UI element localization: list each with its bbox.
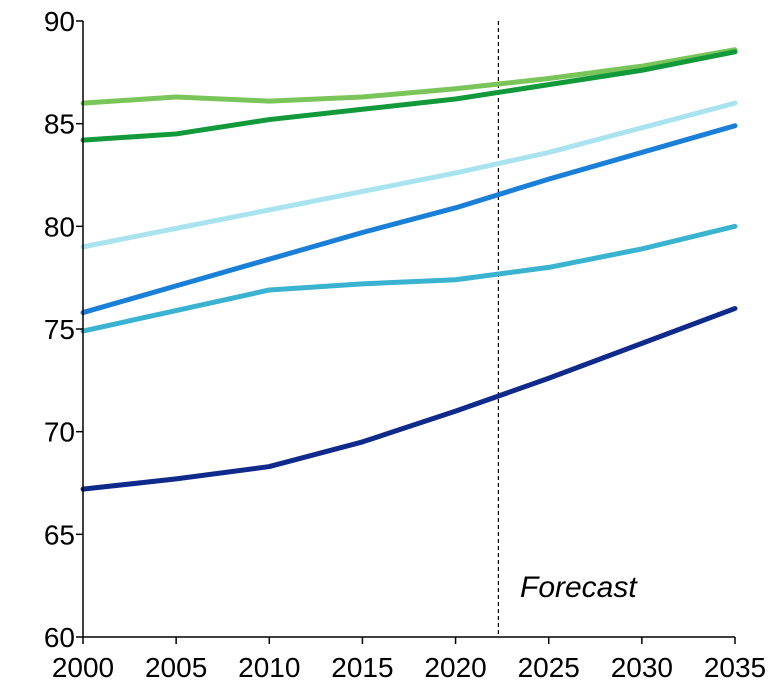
series-line-1: [80, 47, 738, 106]
x-tick-label: 2010: [238, 652, 300, 683]
axes-layer: 60 65 70 75 80 85 90 2000 2005 2010 2015 2020 2025 20…: [44, 6, 766, 683]
series-line-5: [80, 223, 738, 334]
series-line-2: [80, 49, 738, 143]
y-tick-label: 70: [44, 417, 75, 448]
series-line-6: [80, 305, 738, 492]
y-tick-label: 65: [44, 519, 75, 550]
x-tick-label: 2025: [518, 652, 580, 683]
series-line-4: [80, 123, 738, 316]
series-layer: [80, 47, 738, 492]
y-tick-label: 85: [44, 109, 75, 140]
x-tick-label: 2015: [331, 652, 393, 683]
y-tick-label: 90: [44, 6, 75, 37]
x-tick-label: 2005: [145, 652, 207, 683]
forecast-annotation: Forecast: [520, 571, 638, 604]
y-tick-label: 80: [44, 211, 75, 242]
x-tick-label: 2035: [704, 652, 766, 683]
x-tick-label: 2030: [611, 652, 673, 683]
series-line-3: [80, 100, 738, 250]
y-tick-label: 60: [44, 622, 75, 653]
x-tick-label: 2020: [424, 652, 486, 683]
y-tick-label: 75: [44, 314, 75, 345]
x-tick-label: 2000: [52, 652, 114, 683]
